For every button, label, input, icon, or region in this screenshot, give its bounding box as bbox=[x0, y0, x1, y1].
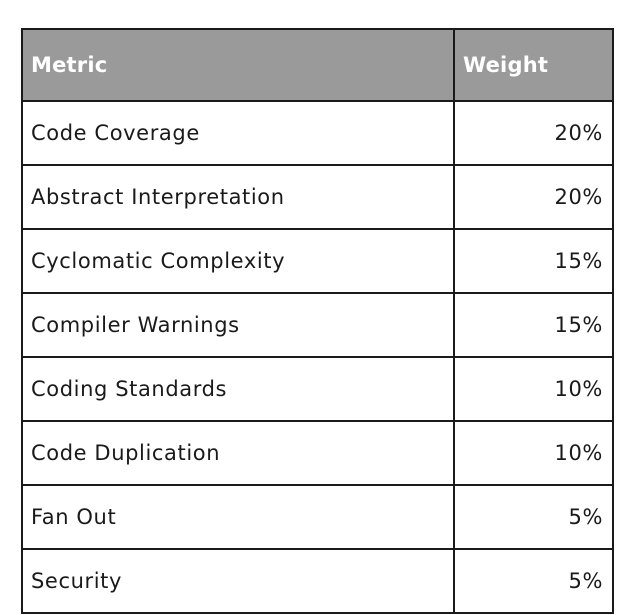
table-row: Compiler Warnings 15% bbox=[21, 292, 614, 358]
weight-cell: 10% bbox=[453, 356, 614, 422]
weight-cell: 20% bbox=[453, 100, 614, 166]
metric-cell: Fan Out bbox=[21, 484, 455, 550]
metric-column-header: Metric bbox=[21, 28, 455, 102]
metric-cell: Code Duplication bbox=[21, 420, 455, 486]
table-header: Metric Weight bbox=[21, 28, 614, 102]
metric-cell: Abstract Interpretation bbox=[21, 164, 455, 230]
weight-cell: 15% bbox=[453, 228, 614, 294]
metric-cell: Security bbox=[21, 548, 455, 614]
table-row: Coding Standards 10% bbox=[21, 356, 614, 422]
table-row: Code Duplication 10% bbox=[21, 420, 614, 486]
table-row: Fan Out 5% bbox=[21, 484, 614, 550]
table-body: Code Coverage 20% Abstract Interpretatio… bbox=[21, 100, 614, 614]
weight-cell: 20% bbox=[453, 164, 614, 230]
weight-cell: 5% bbox=[453, 484, 614, 550]
table-row: Code Coverage 20% bbox=[21, 100, 614, 166]
header-row: Metric Weight bbox=[21, 28, 614, 102]
table-row: Abstract Interpretation 20% bbox=[21, 164, 614, 230]
table-row: Security 5% bbox=[21, 548, 614, 614]
metric-cell: Coding Standards bbox=[21, 356, 455, 422]
weight-cell: 5% bbox=[453, 548, 614, 614]
metrics-weight-table: Metric Weight Code Coverage 20% Abstract… bbox=[21, 28, 614, 614]
table-row: Cyclomatic Complexity 15% bbox=[21, 228, 614, 294]
weight-cell: 15% bbox=[453, 292, 614, 358]
metric-cell: Compiler Warnings bbox=[21, 292, 455, 358]
metric-cell: Cyclomatic Complexity bbox=[21, 228, 455, 294]
weight-cell: 10% bbox=[453, 420, 614, 486]
weight-column-header: Weight bbox=[453, 28, 614, 102]
metric-cell: Code Coverage bbox=[21, 100, 455, 166]
